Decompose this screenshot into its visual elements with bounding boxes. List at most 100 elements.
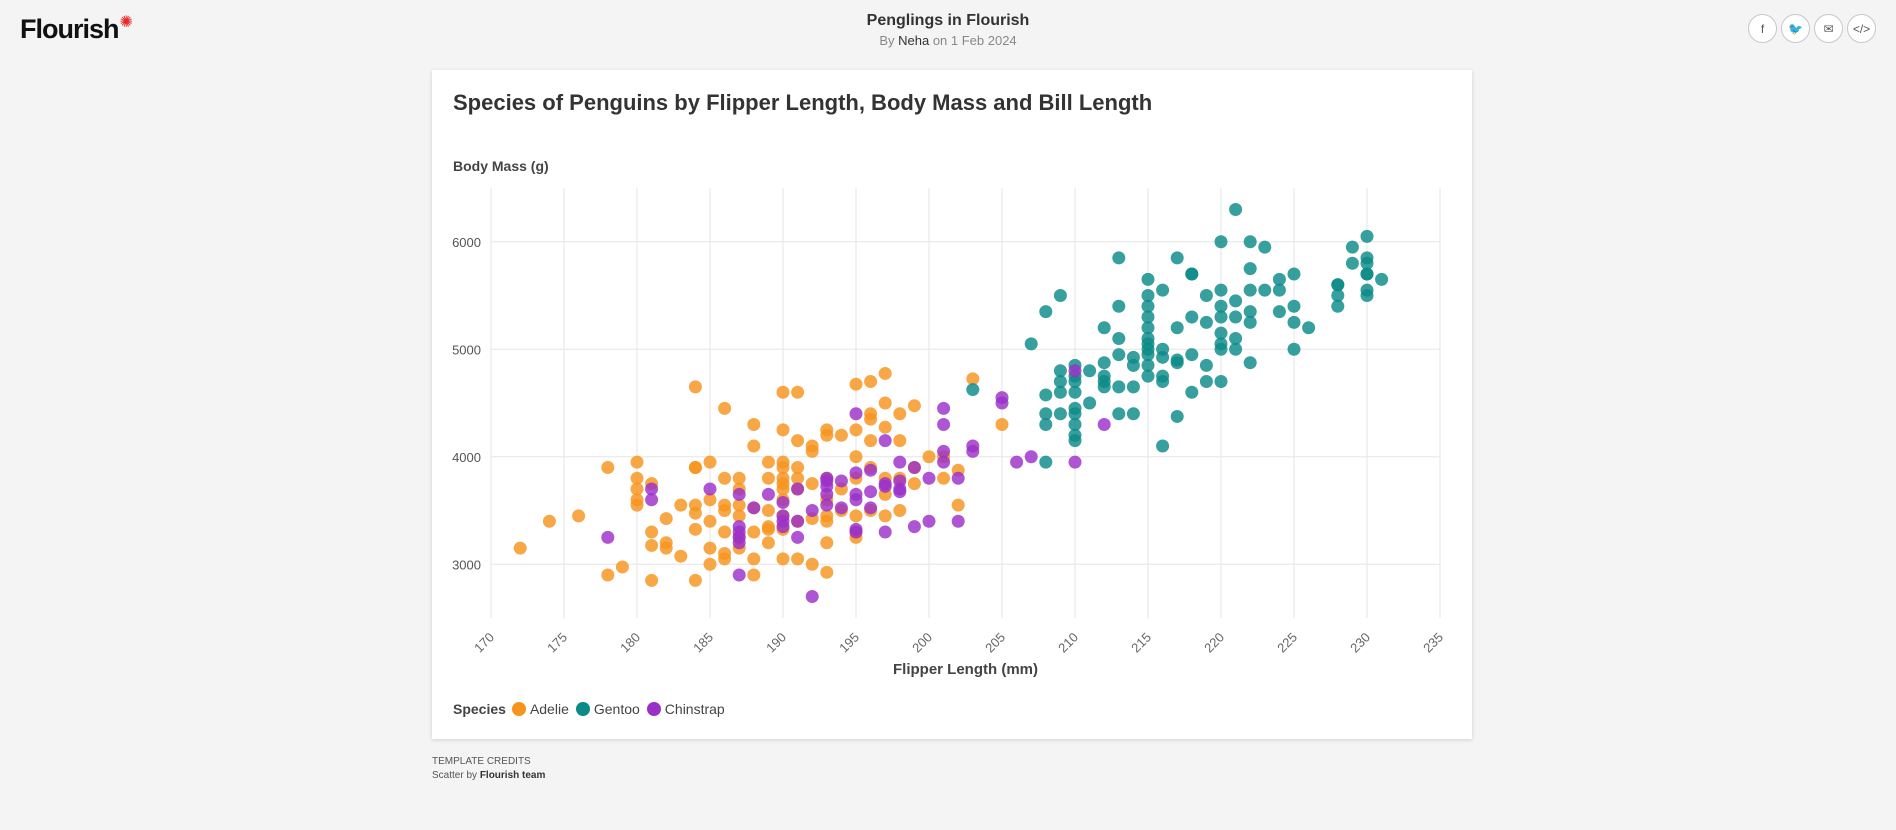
point-chinstrap [907,461,921,474]
point-gentoo [1141,299,1155,313]
point-chinstrap [776,509,790,523]
point-adelie [718,547,732,560]
point-chinstrap [878,477,892,491]
point-gentoo [1156,342,1170,356]
x-tick-label: 185 [690,630,716,656]
point-adelie [849,377,863,391]
point-chinstrap [907,520,921,534]
point-chinstrap [732,520,746,534]
point-adelie [747,568,761,582]
point-chinstrap [761,487,775,501]
point-adelie [761,455,775,469]
email-icon: ✉ [1823,21,1834,36]
point-gentoo [1302,321,1316,335]
point-adelie [688,498,702,512]
point-adelie [878,396,892,410]
x-tick-label: 170 [471,630,497,656]
point-adelie [601,461,615,474]
twitter-share-button[interactable]: 🐦 [1781,14,1810,43]
point-adelie [688,522,702,536]
point-adelie [747,418,761,431]
point-gentoo [1214,283,1228,297]
point-chinstrap [849,407,863,421]
point-gentoo [1229,310,1243,324]
point-gentoo [1185,385,1199,399]
embed-code-button[interactable]: </> [1847,14,1876,43]
point-chinstrap [937,444,951,458]
legend-item-chinstrap[interactable]: Chinstrap [646,701,725,717]
legend-item-gentoo[interactable]: Gentoo [575,701,640,717]
flourish-logo[interactable]: Flourish ✺ [20,14,133,45]
x-tick-label: 230 [1347,630,1373,656]
credits-prefix: Scatter by [432,770,478,781]
y-tick-label: 4000 [452,450,481,465]
x-tick-label: 225 [1274,630,1300,656]
point-gentoo [1185,310,1199,324]
point-gentoo [1068,401,1082,415]
point-chinstrap [1068,455,1082,469]
point-gentoo [1053,407,1067,421]
point-chinstrap [864,501,878,515]
point-gentoo [1053,289,1067,302]
point-gentoo [1258,283,1272,297]
point-adelie [718,401,732,415]
point-chinstrap [732,568,746,582]
point-chinstrap [849,466,863,480]
point-chinstrap [747,501,761,515]
point-gentoo [1229,294,1243,308]
point-adelie [951,498,965,512]
x-tick-label: 210 [1055,630,1081,656]
point-adelie [703,493,717,507]
point-gentoo [1156,283,1170,297]
point-chinstrap [1097,418,1111,431]
point-adelie [761,520,775,534]
credits-title: Template credits [432,756,531,767]
point-gentoo [1039,455,1053,469]
point-adelie [703,455,717,469]
point-chinstrap [922,514,936,528]
email-share-button[interactable]: ✉ [1814,14,1843,43]
point-gentoo [1126,407,1140,421]
point-gentoo [1272,305,1286,319]
point-adelie [703,557,717,571]
point-gentoo [1039,407,1053,421]
credits-team-link[interactable]: Flourish team [479,770,546,781]
facebook-share-button[interactable]: f [1748,14,1777,43]
template-credits: Template credits Scatter by Flourish tea… [432,755,545,783]
point-gentoo [1068,428,1082,442]
byline-prefix: By [879,33,895,48]
point-chinstrap [791,482,805,496]
point-chinstrap [951,514,965,528]
point-chinstrap [820,498,834,512]
point-chinstrap [995,391,1009,405]
x-tick-label: 215 [1128,630,1154,656]
logo-spark-icon: ✺ [119,14,133,31]
point-chinstrap [951,471,965,485]
point-gentoo [1141,321,1155,335]
point-gentoo [1053,385,1067,399]
point-chinstrap [1024,450,1038,464]
chart-card: Species of Penguins by Flipper Length, B… [432,70,1472,739]
point-chinstrap [601,530,615,544]
point-gentoo [1199,358,1213,372]
point-gentoo [1097,369,1111,383]
point-chinstrap [878,434,892,448]
point-gentoo [1360,267,1374,281]
author-link[interactable]: Neha [898,33,930,48]
legend-swatch-gentoo [575,702,590,716]
point-adelie [732,509,746,523]
point-chinstrap [834,501,848,515]
point-adelie [966,372,980,386]
point-gentoo [1214,326,1228,340]
point-gentoo [1039,418,1053,431]
point-gentoo [1083,364,1097,378]
point-adelie [776,552,790,566]
point-adelie [776,471,790,485]
point-adelie [542,514,556,528]
point-chinstrap [645,482,659,496]
point-chinstrap [864,463,878,477]
point-adelie [703,541,717,555]
legend-swatch-adelie [511,702,526,716]
legend-item-adelie[interactable]: Adelie [511,701,569,717]
point-adelie [718,498,732,512]
